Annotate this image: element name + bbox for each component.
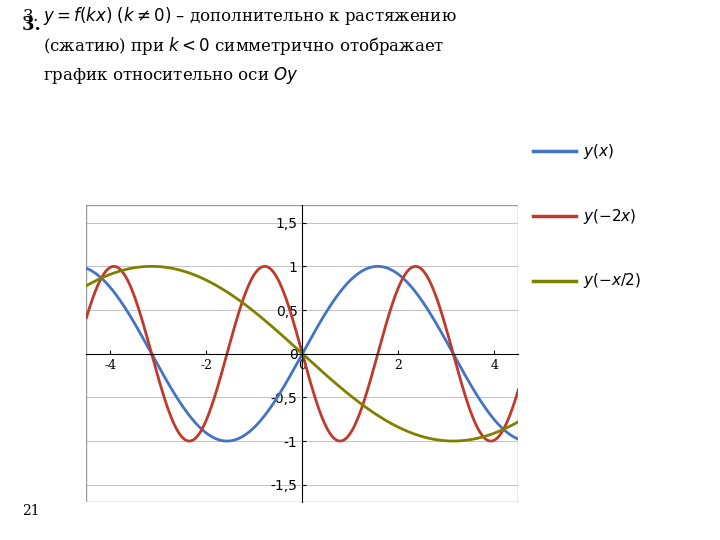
Bar bbox=[86, 205, 518, 502]
y(-x/2) bbox=[379, 416, 388, 422]
y(-x/2) bbox=[419, 434, 428, 440]
Line: y(-2x): y(-2x) bbox=[86, 266, 518, 441]
y(-2x) bbox=[514, 387, 523, 393]
y(-2x) bbox=[420, 269, 428, 275]
Line: y(-x/2): y(-x/2) bbox=[86, 266, 518, 441]
y(x) bbox=[82, 265, 91, 272]
y(x) bbox=[514, 436, 523, 442]
y(x) bbox=[428, 313, 436, 320]
y(x) bbox=[420, 301, 428, 307]
y(x) bbox=[126, 313, 135, 320]
y(-x/2) bbox=[273, 328, 282, 334]
Text: 21: 21 bbox=[22, 504, 39, 518]
y(-2x) bbox=[411, 263, 420, 269]
Text: 3.: 3. bbox=[22, 16, 47, 34]
y(-2x) bbox=[82, 314, 91, 321]
Line: y(x): y(x) bbox=[86, 266, 518, 441]
y(-x/2) bbox=[148, 263, 156, 269]
y(-2x) bbox=[185, 438, 194, 444]
y(-x/2) bbox=[514, 418, 523, 425]
y(-2x) bbox=[126, 283, 135, 289]
Text: $y(x)$: $y(x)$ bbox=[583, 141, 614, 161]
y(x) bbox=[379, 264, 388, 271]
y(-x/2) bbox=[126, 265, 135, 272]
y(x) bbox=[222, 438, 231, 444]
y(-x/2) bbox=[257, 314, 266, 321]
Text: $y(-2x)$: $y(-2x)$ bbox=[583, 206, 636, 226]
y(-x/2) bbox=[427, 436, 436, 442]
y(-x/2) bbox=[82, 282, 91, 289]
Text: $y(-x/2)$: $y(-x/2)$ bbox=[583, 271, 642, 291]
y(x) bbox=[374, 263, 382, 269]
y(-2x) bbox=[273, 274, 282, 281]
y(-2x) bbox=[428, 283, 436, 289]
y(-2x) bbox=[257, 264, 266, 271]
y(x) bbox=[273, 394, 282, 401]
y(-x/2) bbox=[449, 438, 457, 444]
Text: 3. $y=f(kx)$ $(k\neq0)$ – дополнительно к растяжению
    (сжатию) при $k<0$ симм: 3. $y=f(kx)$ $(k\neq0)$ – дополнительно … bbox=[22, 5, 456, 86]
y(-2x) bbox=[379, 330, 388, 336]
y(x) bbox=[257, 416, 266, 423]
